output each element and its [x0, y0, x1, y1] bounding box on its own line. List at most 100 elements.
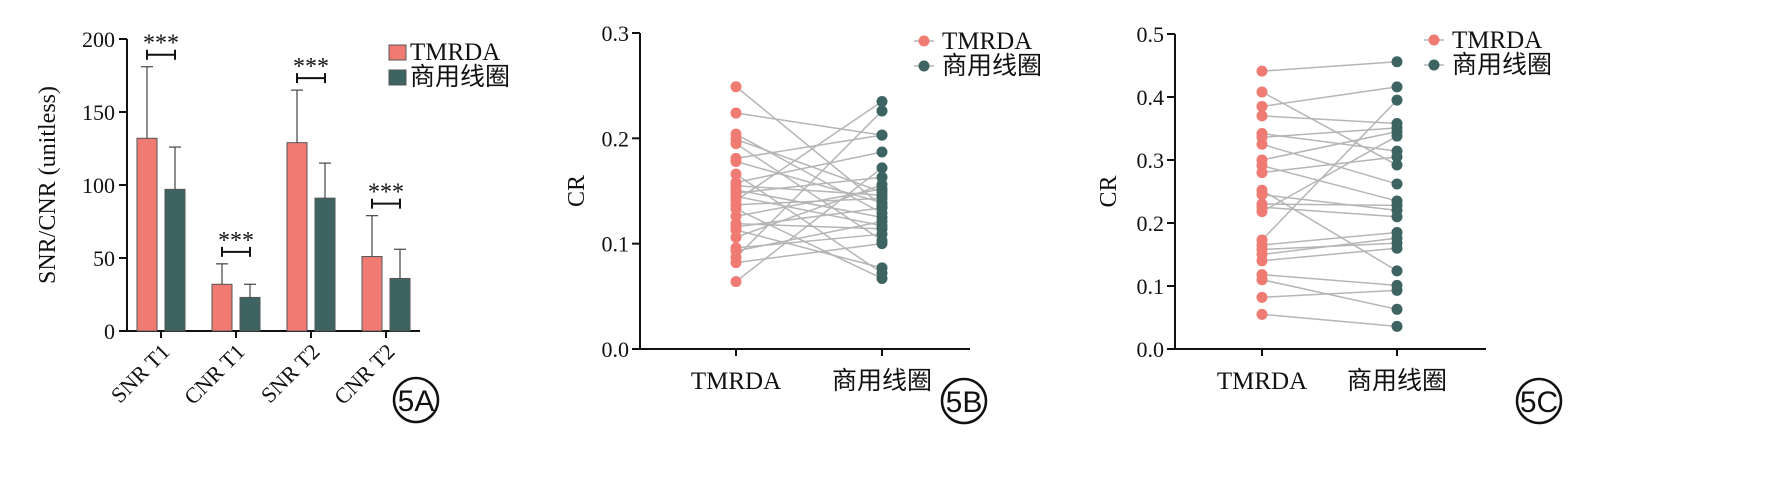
legend-swatch	[388, 44, 407, 61]
y-tick-label: 50	[93, 246, 115, 271]
data-point-commercial	[1391, 265, 1403, 277]
y-tick-label: 0.5	[1137, 22, 1165, 47]
legend-marker	[1428, 34, 1440, 46]
pair-line	[1261, 313, 1398, 328]
y-axis-label: SNR/CNR (unitless)	[35, 86, 61, 284]
significance-label: ***	[218, 228, 254, 254]
pair-line	[735, 134, 883, 160]
pair-line	[735, 142, 883, 242]
legend-label: TMRDA	[942, 28, 1032, 55]
data-point-tmrda	[1256, 206, 1268, 218]
pair-line	[1261, 115, 1398, 125]
x-tick-label: CNR T1	[179, 339, 250, 410]
data-point-commercial	[1391, 320, 1403, 332]
data-point-commercial	[1391, 56, 1403, 68]
significance-label: ***	[368, 180, 404, 206]
data-point-tmrda	[730, 257, 742, 269]
pair-line	[735, 229, 883, 269]
bar	[361, 256, 383, 332]
significance-label: ***	[293, 54, 329, 80]
panel-label: 5C	[1515, 377, 1563, 425]
data-point-commercial	[1391, 211, 1403, 223]
significance-label: ***	[143, 31, 179, 57]
data-point-tmrda	[730, 276, 742, 288]
pair-line	[735, 160, 883, 204]
data-point-tmrda	[1256, 255, 1268, 267]
pair-line	[735, 100, 883, 202]
pair-line	[735, 208, 883, 280]
x-tick-label: 商用线圈	[832, 367, 932, 395]
panel-label-text: 5A	[398, 385, 435, 418]
panel-label-text: 5B	[946, 386, 983, 419]
data-point-tmrda	[1256, 189, 1268, 201]
bar	[239, 296, 261, 332]
data-point-commercial	[1391, 284, 1403, 296]
legend-label: 商用线圈	[1452, 51, 1552, 79]
pair-line	[1261, 156, 1398, 174]
data-point-commercial	[1391, 151, 1403, 163]
panel-label-text: 5C	[1520, 386, 1558, 419]
data-point-tmrda	[730, 81, 742, 93]
y-tick-label: 0.2	[602, 126, 630, 151]
y-tick-label: 0.2	[1137, 211, 1165, 236]
x-tick-label: 商用线圈	[1347, 367, 1447, 395]
legend-swatch	[388, 69, 407, 86]
y-tick-label: 100	[82, 173, 115, 198]
data-point-tmrda	[1256, 291, 1268, 303]
x-tick-label: SNR T1	[106, 339, 175, 408]
y-axis-label: CR	[564, 175, 590, 207]
panel-label-circle	[1515, 377, 1563, 425]
pair-line	[1261, 206, 1398, 218]
data-point-commercial	[876, 95, 888, 107]
pair-line	[1261, 86, 1398, 108]
x-tick-label: TMRDA	[691, 368, 781, 395]
y-tick-label: 0.1	[1137, 274, 1165, 299]
legend-marker	[1428, 59, 1440, 71]
y-tick-label: 150	[82, 100, 115, 125]
y-axis-label: CR	[1096, 175, 1122, 207]
pair-line	[1261, 130, 1398, 161]
x-tick-label: CNR T2	[329, 339, 400, 410]
data-point-commercial	[1391, 159, 1403, 171]
legend-marker	[918, 35, 930, 47]
pair-line	[735, 112, 883, 136]
data-point-tmrda	[730, 138, 742, 150]
pair-line	[735, 242, 883, 264]
pair-line	[1261, 231, 1398, 246]
pair-line	[1261, 247, 1398, 262]
data-point-tmrda	[730, 231, 742, 243]
pair-line	[735, 189, 883, 219]
pair-line	[1261, 164, 1398, 202]
bar	[286, 142, 308, 332]
bar	[211, 283, 233, 332]
pair-line	[735, 207, 883, 228]
pair-line	[735, 220, 883, 252]
x-tick-label: SNR T2	[256, 339, 325, 408]
data-point-tmrda	[1256, 110, 1268, 122]
data-point-tmrda	[1256, 138, 1268, 150]
pair-line	[1261, 135, 1398, 213]
pair-line	[735, 183, 883, 239]
y-tick-label: 0.3	[1137, 148, 1165, 173]
data-point-tmrda	[1256, 167, 1268, 179]
legend-marker	[918, 60, 930, 72]
pair-line	[1261, 273, 1398, 287]
y-tick-label: 0	[104, 319, 115, 344]
data-point-tmrda	[730, 168, 742, 180]
pair-line	[735, 222, 883, 230]
data-point-tmrda	[1256, 65, 1268, 77]
data-point-tmrda	[1256, 308, 1268, 320]
bar	[136, 137, 158, 332]
chart-5a: 0 50 100 150 200 SNR/CNR (unitless) SNR T1 *** C…	[35, 27, 510, 409]
data-point-commercial	[1391, 178, 1403, 190]
pair-line	[1261, 203, 1398, 207]
pair-line	[1261, 60, 1398, 72]
data-point-commercial	[876, 272, 888, 284]
legend-label: TMRDA	[410, 39, 500, 66]
panel-label: 5A	[392, 376, 440, 424]
